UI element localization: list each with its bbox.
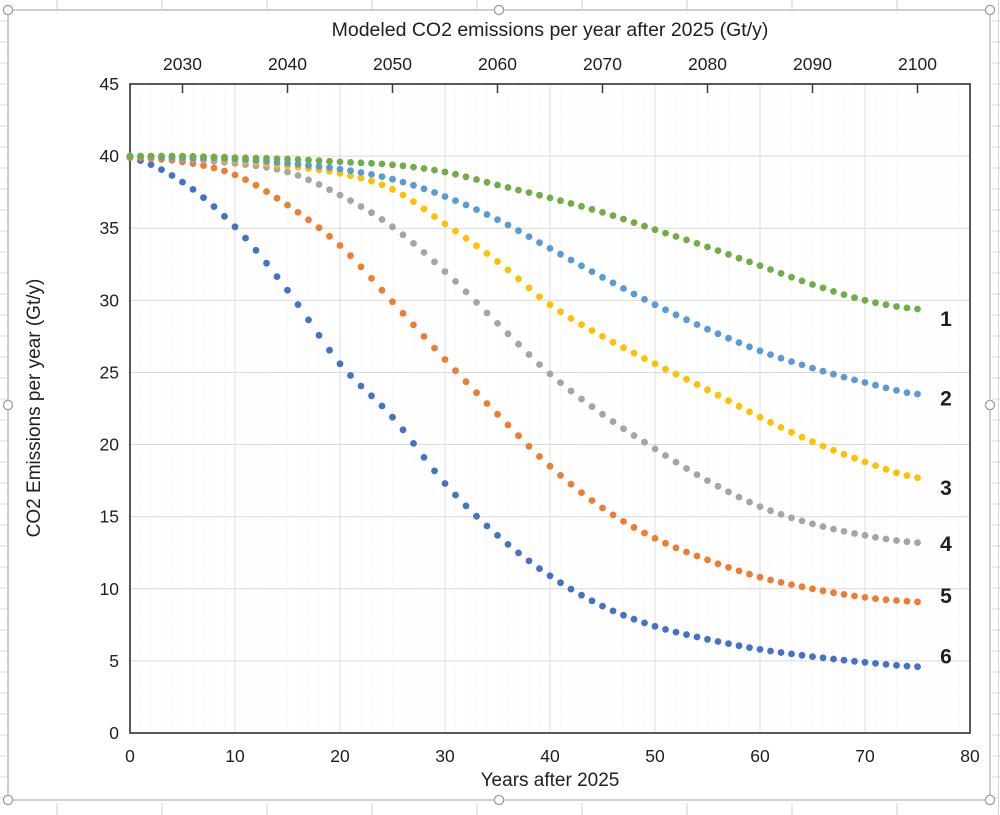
x-axis-tick-label: 10: [225, 746, 245, 766]
series-label-1: 1: [940, 308, 952, 331]
y-axis-tick-label: 25: [100, 362, 119, 382]
y-axis-tick-label: 20: [100, 435, 120, 455]
x-axis-tick-label: 50: [645, 746, 665, 766]
series-label-6: 6: [940, 646, 952, 669]
x-axis-tick-label: 30: [435, 746, 455, 766]
y-axis-tick-label: 45: [100, 74, 119, 94]
y-axis-title: CO2 Emissions per year (Gt/y): [24, 279, 45, 538]
series-1-dots: [126, 152, 921, 313]
top-axis-tick-label: 2040: [268, 54, 307, 74]
y-axis-tick-label: 10: [100, 579, 120, 599]
top-axis-tick-label: 2080: [688, 54, 727, 74]
selection-handle[interactable]: [2, 4, 14, 16]
data-series-dots: [126, 152, 921, 671]
series-4-dots: [126, 152, 921, 546]
plot-border-and-ticks: [129, 83, 971, 734]
chart-object-frame: [2, 4, 996, 806]
series-label-2: 2: [940, 387, 952, 410]
axis-tick-labels: 2030 2040 2050 2060 2070 2080 2090 210005101520…: [100, 54, 980, 766]
top-axis-tick-label: 2050: [373, 54, 412, 74]
top-axis-tick-label: 2090: [793, 54, 832, 74]
selection-handle[interactable]: [493, 794, 505, 806]
x-axis-tick-label: 60: [750, 746, 770, 766]
x-axis-tick-label: 70: [855, 746, 875, 766]
y-axis-tick-label: 40: [100, 146, 120, 166]
series-label-4: 4: [940, 533, 952, 556]
selection-handle[interactable]: [2, 399, 14, 411]
y-axis-tick-label: 35: [100, 218, 119, 238]
top-axis-tick-label: 2070: [583, 54, 622, 74]
x-axis-tick-label: 20: [330, 746, 350, 766]
x-axis-tick-label: 40: [540, 746, 560, 766]
selection-handle[interactable]: [984, 399, 996, 411]
y-axis-tick-label: 0: [109, 723, 119, 743]
y-axis-tick-label: 30: [100, 290, 120, 310]
selection-handle[interactable]: [984, 794, 996, 806]
selection-handle[interactable]: [2, 794, 14, 806]
selection-handle[interactable]: [984, 4, 996, 16]
series-label-5: 5: [940, 585, 952, 608]
chart-title: Modeled CO2 emissions per year after 202…: [332, 19, 769, 41]
top-axis-tick-label: 2100: [898, 54, 937, 74]
selection-handle[interactable]: [493, 4, 505, 16]
x-axis-tick-label: 80: [960, 746, 980, 766]
series-end-labels: 1 2 3 4 5 6: [940, 308, 952, 668]
x-axis-title: Years after 2025: [481, 770, 620, 791]
series-6-dots: [126, 154, 921, 671]
top-axis-tick-label: 2030: [163, 54, 202, 74]
y-axis-tick-label: 5: [109, 651, 119, 671]
plot-gridlines: [130, 84, 970, 733]
x-axis-tick-label: 0: [125, 746, 135, 766]
series-label-3: 3: [940, 477, 952, 500]
y-axis-tick-label: 15: [100, 507, 119, 527]
top-axis-tick-label: 2060: [478, 54, 517, 74]
